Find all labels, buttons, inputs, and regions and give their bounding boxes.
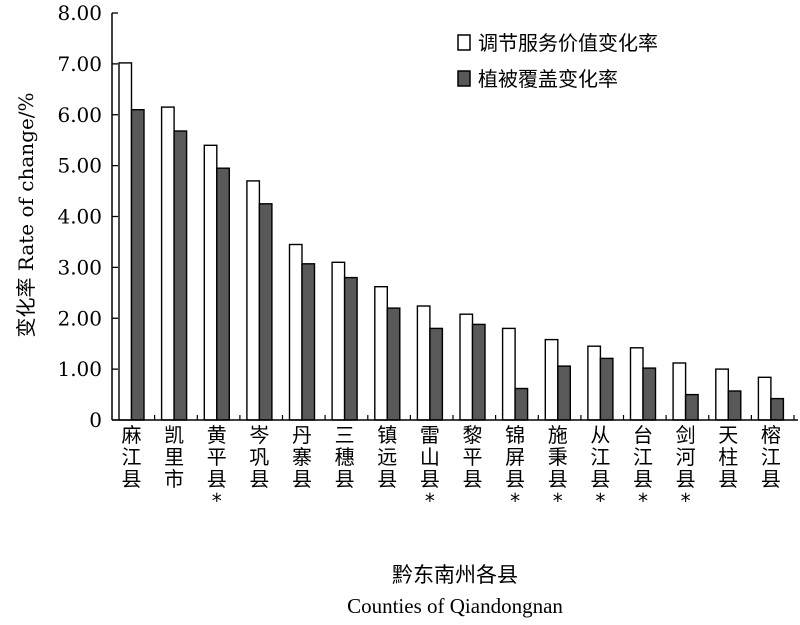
bar-regulation-service-4 (246, 180, 261, 421)
legend-label-regulation-service: 调节服务价值变化率 (478, 31, 658, 55)
x-tick-label: 锦屏县* (505, 423, 525, 513)
y-tick-label: 5.00 (57, 154, 102, 178)
bar-vegetation-cover-5 (301, 263, 316, 421)
bar-regulation-service-2 (160, 106, 175, 421)
category-labels-layer: 麻江县 凯里市 黄平县* 岑巩县 丹寨县 三穗县 镇远县 雷山县* 黎平县 锦屏县* 施秉县* 从江县… (122, 423, 781, 513)
bar-vegetation-cover-11 (557, 365, 571, 421)
y-tick-label: 8.00 (57, 1, 102, 25)
bar-regulation-service-16 (757, 376, 772, 421)
bar-vegetation-cover-2 (173, 130, 188, 421)
x-tick-label: 麻江县 (122, 423, 142, 491)
legend-label-vegetation-cover: 植被覆盖变化率 (478, 67, 618, 91)
bar-regulation-service-11 (544, 338, 559, 421)
y-tick-label: 6.00 (57, 103, 102, 127)
bar-regulation-service-15 (715, 368, 729, 421)
x-tick-label: 台江县* (633, 423, 653, 513)
x-tick-label: 黎平县 (463, 423, 483, 491)
y-tick-label: 1.00 (57, 357, 102, 381)
x-tick-label: 剑河县* (676, 423, 696, 513)
x-axis-label-chinese: 黔东南州各县 (392, 563, 518, 587)
x-tick-label: 岑巩县 (249, 423, 269, 491)
x-tick-label: 榕江县 (761, 423, 781, 491)
bar-regulation-service-5 (288, 243, 303, 421)
bar-vegetation-cover-7 (386, 307, 401, 421)
bar-regulation-service-1 (118, 62, 133, 421)
x-tick-label: 凯里市 (164, 423, 184, 491)
x-tick-label: 丹寨县 (292, 423, 312, 491)
x-tick-label: 雷山县* (420, 423, 440, 513)
bar-vegetation-cover-16 (770, 397, 785, 421)
legend: 调节服务价值变化率 植被覆盖变化率 (457, 31, 658, 91)
y-tick-label: 7.00 (57, 52, 102, 76)
y-tick-label: 3.00 (57, 255, 102, 279)
bar-regulation-service-10 (501, 327, 516, 421)
bar-regulation-service-7 (374, 286, 388, 421)
bar-vegetation-cover-14 (684, 393, 699, 421)
y-ticks-layer: 0 1.00 2.00 3.00 4.00 5.00 6.00 7.00 8.00 (57, 1, 118, 432)
y-tick-label: 2.00 (57, 306, 102, 330)
x-tick-label: 施秉县* (548, 423, 568, 513)
y-tick-label: 4.00 (57, 205, 102, 229)
bars-layer (118, 62, 785, 421)
bar-vegetation-cover-15 (727, 390, 742, 421)
bar-regulation-service-3 (203, 144, 218, 421)
bar-vegetation-cover-8 (429, 327, 444, 421)
x-tick-label: 天柱县 (718, 423, 738, 491)
x-tick-label: 黄平县* (207, 423, 227, 513)
bar-vegetation-cover-1 (130, 108, 145, 421)
bar-vegetation-cover-13 (642, 367, 657, 421)
legend-swatch-vegetation-cover (457, 70, 471, 87)
bar-vegetation-cover-3 (216, 167, 231, 421)
x-tick-label: 三穗县 (335, 423, 355, 491)
bar-regulation-service-14 (672, 362, 687, 421)
bar-regulation-service-8 (416, 305, 431, 421)
bar-regulation-service-12 (587, 345, 602, 421)
bar-vegetation-cover-12 (599, 357, 614, 421)
x-tick-label: 镇远县 (377, 423, 397, 491)
bar-regulation-service-6 (331, 261, 346, 421)
bar-regulation-service-13 (629, 347, 644, 421)
bar-vegetation-cover-4 (258, 203, 273, 421)
x-tick-label: 从江县* (590, 423, 610, 513)
bar-vegetation-cover-6 (343, 276, 358, 421)
y-axis-label: 变化率 Rate of change/% (14, 92, 38, 337)
y-tick-label: 0 (89, 408, 102, 432)
x-axis-label-english: Counties of Qiandongnan (347, 594, 563, 618)
bar-vegetation-cover-10 (514, 387, 529, 421)
bar-regulation-service-9 (459, 313, 474, 421)
legend-swatch-regulation-service (457, 34, 471, 51)
bar-vegetation-cover-9 (471, 323, 486, 421)
